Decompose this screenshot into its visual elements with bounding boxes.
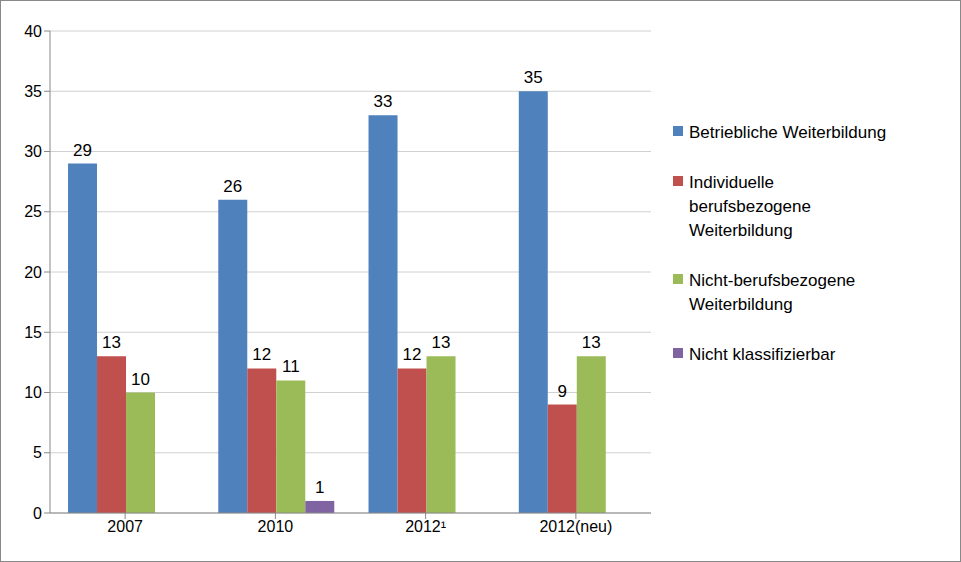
svg-text:26: 26: [223, 177, 242, 196]
svg-text:40: 40: [24, 23, 42, 40]
svg-text:13: 13: [102, 333, 121, 352]
html-text:Nicht klassifizierbar: Nicht klassifizierbar: [689, 345, 836, 364]
svg-text:30: 30: [24, 143, 42, 160]
svg-text:5: 5: [33, 444, 42, 461]
svg-text:29: 29: [73, 141, 92, 160]
svg-text:1: 1: [315, 478, 324, 497]
svg-text:0: 0: [33, 505, 42, 522]
svg-text:2010: 2010: [258, 518, 294, 535]
html-text:Betriebliche Weiterbildung: Betriebliche Weiterbildung: [689, 123, 887, 142]
svg-text:2012(neu): 2012(neu): [539, 518, 612, 535]
svg-text:12: 12: [252, 345, 271, 364]
svg-text:15: 15: [24, 324, 42, 341]
svg-text:2007: 2007: [107, 518, 143, 535]
svg-text:2012¹: 2012¹: [405, 518, 446, 535]
html-text:Individuelle berufsbezogene We: Individuelle berufsbezogene Weiterbildun…: [689, 173, 811, 240]
svg-text:10: 10: [131, 370, 150, 389]
svg-text:12: 12: [403, 345, 422, 364]
svg-text:13: 13: [582, 333, 601, 352]
svg-text:33: 33: [374, 92, 393, 111]
svg-text:11: 11: [282, 357, 300, 376]
html-text:Nicht-berufsbezogene Weiterbil: Nicht-berufsbezogene Weiterbildung: [689, 271, 856, 314]
svg-text:10: 10: [24, 384, 42, 401]
svg-text:25: 25: [24, 203, 42, 220]
svg-text:20: 20: [24, 264, 42, 281]
svg-text:9: 9: [558, 382, 567, 401]
svg-text:35: 35: [524, 68, 543, 87]
svg-text:13: 13: [432, 333, 451, 352]
svg-text:35: 35: [24, 83, 42, 100]
